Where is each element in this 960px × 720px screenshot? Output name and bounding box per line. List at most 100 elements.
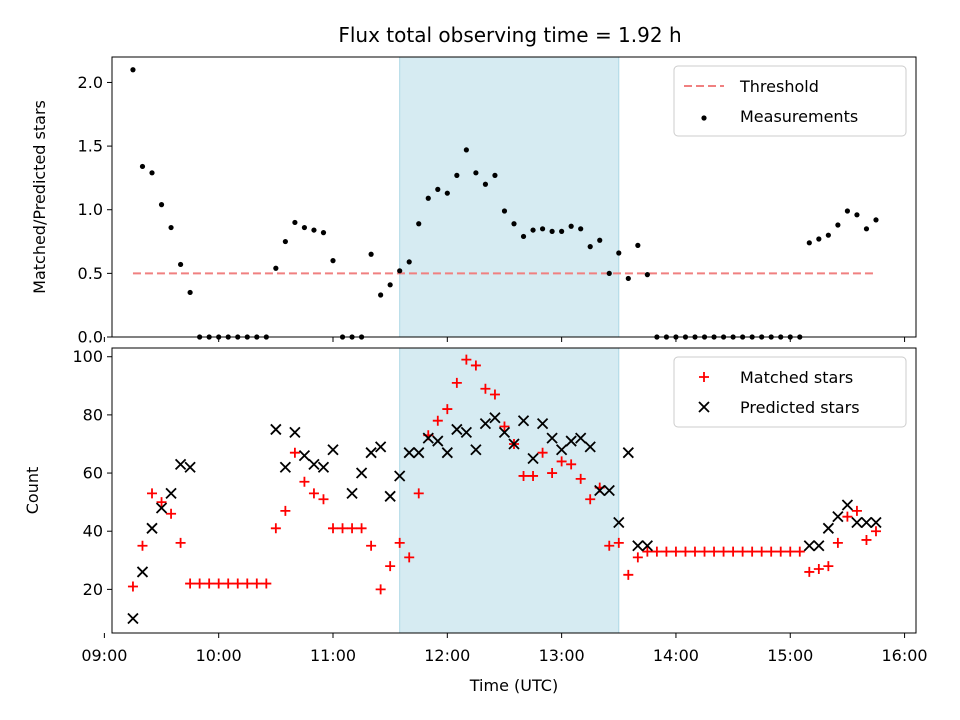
data-point (156, 497, 167, 508)
y-tick-label: 1.5 (78, 137, 103, 156)
data-point (375, 584, 386, 595)
data-point (403, 447, 415, 459)
data-point (709, 546, 720, 557)
data-point (851, 516, 863, 529)
data-point (406, 259, 412, 265)
y-tick-label: 0.0 (78, 328, 103, 347)
y-axis-label: Matched/Predicted stars (30, 100, 49, 294)
legend-label: Predicted stars (740, 398, 860, 417)
y-tick-label: 0.5 (78, 264, 103, 283)
data-point (575, 432, 587, 444)
data-point (585, 494, 596, 505)
data-point (273, 265, 279, 271)
data-point (330, 258, 336, 264)
axes-frame (111, 347, 917, 634)
data-point (537, 447, 548, 458)
data-point (528, 470, 539, 481)
data-point (806, 240, 812, 246)
data-point (623, 569, 634, 580)
data-point (863, 226, 870, 232)
data-point (280, 505, 291, 516)
data-point (413, 488, 424, 499)
data-point (454, 172, 460, 178)
data-point (317, 461, 330, 473)
data-point (298, 449, 311, 462)
data-point (813, 564, 824, 575)
data-point (756, 546, 767, 557)
data-point (498, 426, 511, 438)
data-point (174, 458, 187, 470)
data-point (270, 523, 281, 534)
data-point (470, 444, 482, 456)
data-point (442, 404, 453, 415)
data-point (355, 467, 368, 479)
data-point (527, 452, 539, 465)
data-point (549, 228, 555, 234)
data-point (835, 222, 841, 228)
bottom-panel-counts: 20 40 60 80 100 09:00 10:00 11:00 12:00 13:00 14:0… (23, 347, 928, 695)
data-point (860, 516, 873, 529)
data-point (155, 502, 168, 514)
data-point (546, 432, 558, 444)
data-point (530, 227, 536, 233)
data-point (785, 546, 796, 557)
data-point (775, 546, 786, 557)
legend-matched-swatch (699, 372, 709, 382)
data-point (292, 219, 298, 226)
observing-span (399, 347, 620, 634)
data-point (844, 208, 851, 214)
data-point (318, 494, 329, 505)
data-point (822, 522, 834, 534)
data-point (413, 447, 425, 459)
data-point (520, 233, 527, 240)
data-point (518, 470, 529, 481)
data-point (539, 226, 546, 232)
data-point (842, 511, 853, 522)
data-point (604, 540, 615, 551)
data-point (432, 415, 443, 426)
data-point (374, 441, 387, 453)
data-point (451, 377, 462, 388)
data-point (356, 523, 367, 534)
data-point (644, 272, 650, 278)
data-point (289, 447, 300, 458)
data-point (337, 523, 348, 534)
data-point (556, 456, 567, 467)
data-point (378, 292, 384, 298)
data-point (622, 447, 634, 459)
data-point (766, 546, 777, 557)
data-point (242, 578, 253, 589)
data-point (861, 534, 872, 545)
legend-box (673, 65, 907, 137)
data-point (578, 226, 584, 232)
data-point (536, 417, 549, 430)
data-point (747, 546, 758, 557)
data-point (508, 438, 520, 450)
data-point (232, 578, 243, 589)
data-point (347, 523, 358, 534)
data-point (603, 484, 615, 497)
data-point (368, 251, 374, 257)
data-point (346, 487, 358, 500)
data-point (737, 546, 748, 557)
data-point (470, 360, 481, 371)
y-tick-label: 80 (83, 405, 103, 424)
data-point (394, 470, 406, 482)
data-point (168, 224, 174, 231)
data-point (308, 458, 320, 470)
data-point (699, 546, 710, 557)
data-point (594, 484, 606, 497)
data-point (718, 546, 729, 557)
data-point (651, 546, 662, 557)
legend-label: Measurements (740, 107, 858, 126)
data-point (565, 435, 577, 447)
data-point (282, 238, 288, 245)
data-point (308, 488, 319, 499)
y-tick-label: 2.0 (78, 73, 103, 92)
data-point (194, 578, 205, 589)
data-point (435, 186, 441, 192)
data-point (320, 230, 327, 236)
data-point (289, 426, 301, 438)
legend-box (673, 356, 907, 428)
